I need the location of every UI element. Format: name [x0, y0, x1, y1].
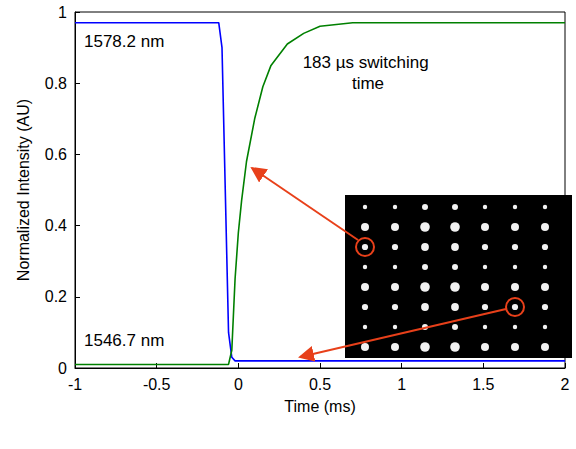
svg-text:-1: -1	[68, 376, 82, 393]
svg-text:0: 0	[234, 376, 243, 393]
svg-text:2: 2	[561, 376, 570, 393]
svg-text:183 µs switching: 183 µs switching	[303, 53, 434, 72]
svg-text:Normalized Intensity (AU): Normalized Intensity (AU)	[15, 99, 32, 281]
svg-text:0.2: 0.2	[45, 288, 67, 305]
svg-text:0.4: 0.4	[45, 217, 67, 234]
svg-text:0: 0	[58, 360, 67, 377]
svg-text:-0.5: -0.5	[143, 376, 171, 393]
svg-text:time: time	[352, 74, 384, 93]
svg-text:1: 1	[58, 4, 67, 21]
svg-text:1578.2 nm: 1578.2 nm	[84, 32, 164, 51]
svg-text:1.5: 1.5	[472, 376, 494, 393]
svg-text:0.6: 0.6	[45, 146, 67, 163]
svg-text:0.5: 0.5	[309, 376, 331, 393]
svg-text:Time (ms): Time (ms)	[284, 398, 355, 415]
svg-text:1546.7 nm: 1546.7 nm	[84, 331, 164, 350]
svg-text:0.8: 0.8	[45, 75, 67, 92]
svg-text:1: 1	[397, 376, 406, 393]
